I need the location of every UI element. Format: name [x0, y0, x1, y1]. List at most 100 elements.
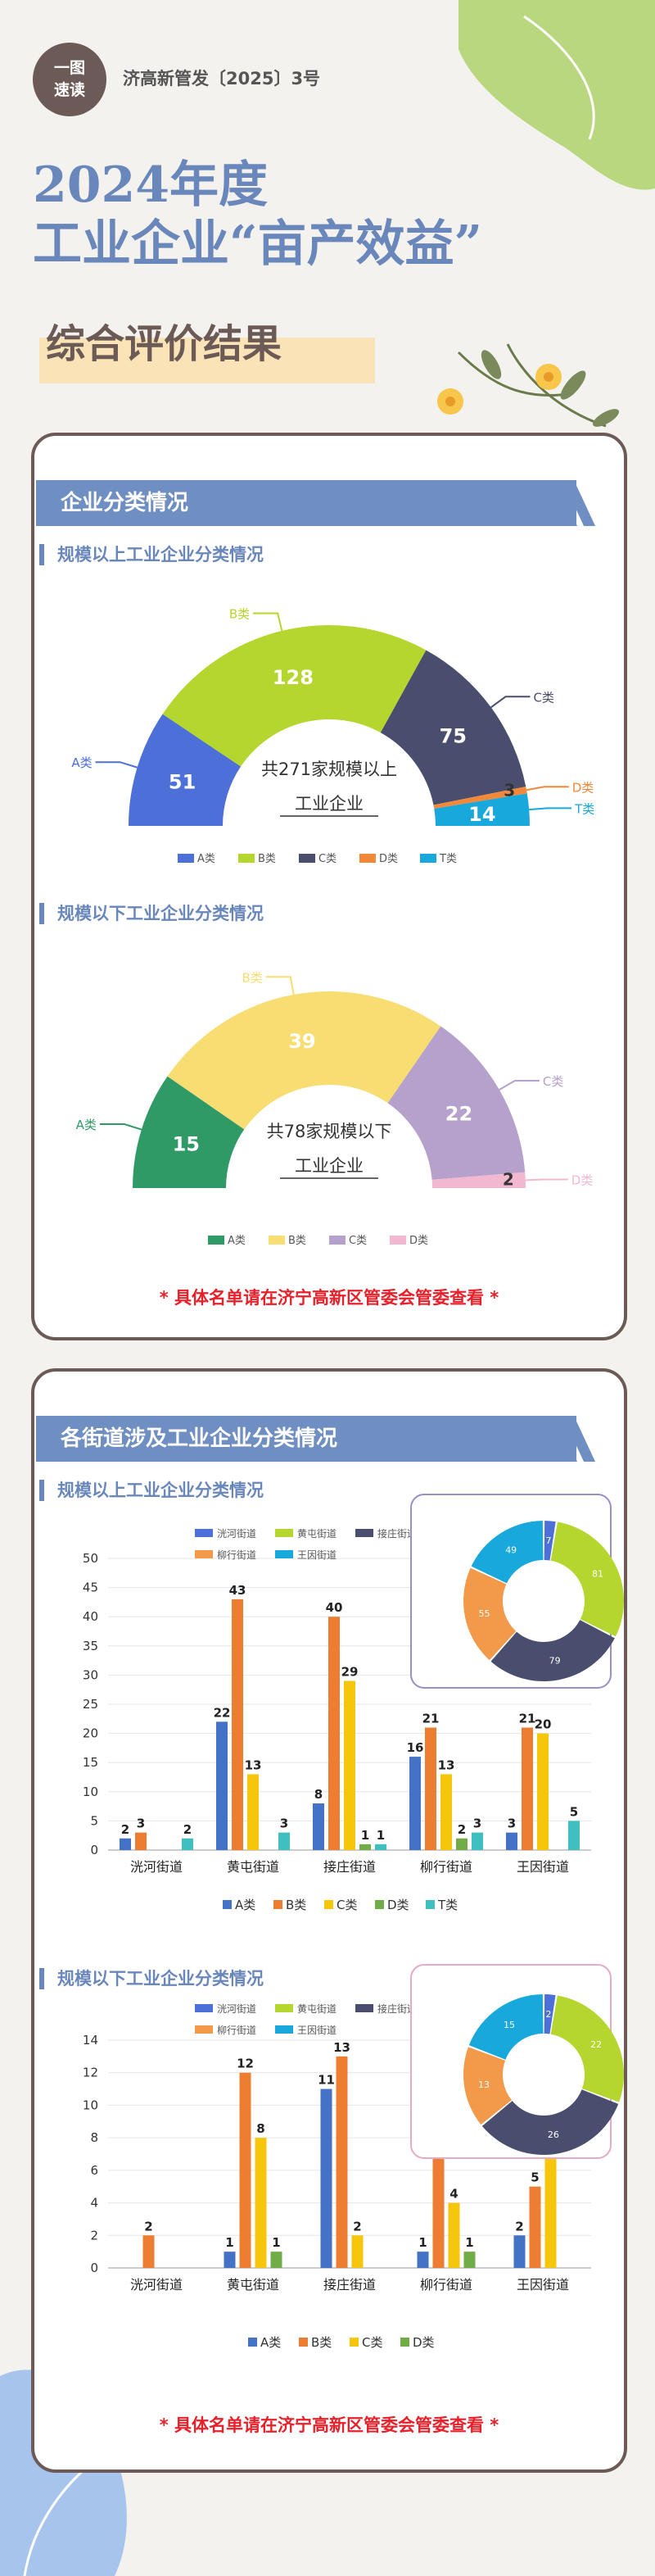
- bar-T类: [472, 1832, 483, 1850]
- slice-label: A类: [76, 1118, 97, 1132]
- slice-label: B类: [229, 607, 250, 622]
- legend-swatch: [275, 1529, 293, 1537]
- slice-label: C类: [543, 1074, 563, 1089]
- bar-value: 22: [214, 1705, 231, 1720]
- y-tick-label: 15: [83, 1755, 98, 1770]
- slice-value: 2: [545, 2009, 551, 2020]
- bar-value: 11: [318, 2073, 335, 2088]
- y-tick-label: 6: [90, 2163, 98, 2178]
- legend-label: A类: [235, 1898, 255, 1912]
- slice-黄屯街道: [550, 1995, 624, 2102]
- center-label: 工业企业: [295, 794, 364, 814]
- slice-value: 26: [548, 2129, 559, 2140]
- bar-value: 3: [137, 1816, 145, 1831]
- slice-value: 3: [504, 781, 515, 800]
- bar-A类: [313, 1803, 324, 1850]
- y-tick-label: 12: [83, 2066, 98, 2080]
- bar-value: 40: [326, 1600, 343, 1615]
- slice-value: 128: [273, 666, 314, 689]
- legend-label: 接庄街道: [377, 2002, 417, 2015]
- bar-A类: [120, 1838, 131, 1850]
- bar-value: 13: [333, 2040, 350, 2055]
- footnote: * 具体名单请在济宁高新区管委会管委查看 *: [159, 2415, 499, 2435]
- y-tick-label: 8: [90, 2130, 98, 2145]
- bar-value: 4: [449, 2187, 458, 2202]
- leader-line: [95, 761, 138, 769]
- legend-label: 黄屯街道: [297, 2003, 337, 2015]
- bar-B类: [232, 1599, 243, 1850]
- legend-label: B类: [311, 2335, 332, 2350]
- legend-label: D类: [413, 2335, 435, 2350]
- center-label: 工业企业: [295, 1156, 364, 1176]
- bar-T类: [278, 1832, 290, 1850]
- bar-C类: [448, 2202, 460, 2268]
- subtitle-highlight: [39, 338, 375, 383]
- legend-label: 接庄街道: [377, 1527, 417, 1540]
- bar-B类: [336, 2056, 348, 2268]
- y-tick-label: 2: [90, 2228, 98, 2243]
- bar-B类: [328, 1617, 340, 1850]
- bar-B类: [529, 2186, 541, 2268]
- subheading-above: 规模以上工业企业分类情况: [39, 1480, 264, 1501]
- slice-T类: [434, 793, 530, 826]
- bar-D类: [463, 2252, 476, 2268]
- legend-swatch: [275, 1550, 293, 1558]
- legend-swatch: [400, 2338, 409, 2347]
- y-tick-label: 45: [83, 1581, 98, 1595]
- slice-黄屯街道: [550, 1522, 624, 1637]
- section-banner: 各街道涉及工业企业分类情况: [36, 1416, 576, 1462]
- footnote: * 具体名单请在济宁高新区管委会管委查看 *: [159, 1288, 499, 1308]
- x-tick-label: 黄屯街道: [227, 2277, 279, 2293]
- legend-label: 洸河街道: [217, 2003, 256, 2015]
- x-tick-label: 柳行街道: [420, 1859, 472, 1875]
- legend-swatch: [275, 2025, 293, 2034]
- bar-C类: [544, 2138, 557, 2268]
- legend-swatch: [248, 2338, 257, 2347]
- legend-label: 王因街道: [297, 2025, 337, 2036]
- leaf-line-decor: [523, 15, 595, 140]
- title-year: 2024年度: [33, 156, 268, 214]
- legend-label: B类: [286, 1898, 306, 1912]
- slice-label: B类: [242, 970, 262, 985]
- bar-A类: [224, 2252, 236, 2268]
- legend-swatch: [299, 854, 315, 863]
- legend-label: B类: [288, 1235, 306, 1247]
- bar-B类: [432, 2154, 445, 2268]
- bar-A类: [513, 2235, 526, 2268]
- slice-value: 13: [478, 2079, 490, 2090]
- x-tick-label: 黄屯街道: [227, 1859, 279, 1875]
- legend-swatch: [375, 1900, 384, 1909]
- slice-value: 79: [549, 1656, 561, 1667]
- legend-swatch: [178, 854, 194, 863]
- slice-value: 15: [504, 2020, 515, 2030]
- slice-label: C类: [533, 690, 553, 705]
- legend-swatch: [420, 854, 436, 863]
- bar-value: 13: [438, 1757, 455, 1772]
- bar-T类: [568, 1821, 580, 1850]
- bar-value: 3: [280, 1816, 288, 1831]
- legend-swatch: [390, 1236, 406, 1245]
- bar-value: 3: [508, 1816, 516, 1831]
- y-tick-label: 0: [90, 2261, 98, 2275]
- bar-value: 5: [531, 2170, 539, 2185]
- bar-value: 2: [458, 1822, 466, 1837]
- slice-B类: [162, 625, 427, 767]
- bar-value: 1: [465, 2235, 473, 2250]
- slice-label: T类: [574, 801, 594, 816]
- slice-value: 22: [590, 2039, 602, 2050]
- slice-A类: [133, 1076, 245, 1188]
- bar-D类: [359, 1844, 371, 1850]
- legend-swatch: [359, 854, 376, 863]
- legend-label: D类: [379, 853, 398, 865]
- legend-label: A类: [260, 2335, 281, 2350]
- slice-C类: [387, 1026, 526, 1180]
- legend-swatch: [426, 1900, 435, 1909]
- bar-value: 13: [245, 1757, 262, 1772]
- slice-D类: [431, 1172, 526, 1188]
- slice-value: 7: [545, 1535, 551, 1546]
- bar-A类: [409, 1757, 421, 1850]
- bar-C类: [537, 1733, 549, 1850]
- slice-value: 51: [169, 770, 196, 793]
- legend-label: C类: [362, 2335, 382, 2350]
